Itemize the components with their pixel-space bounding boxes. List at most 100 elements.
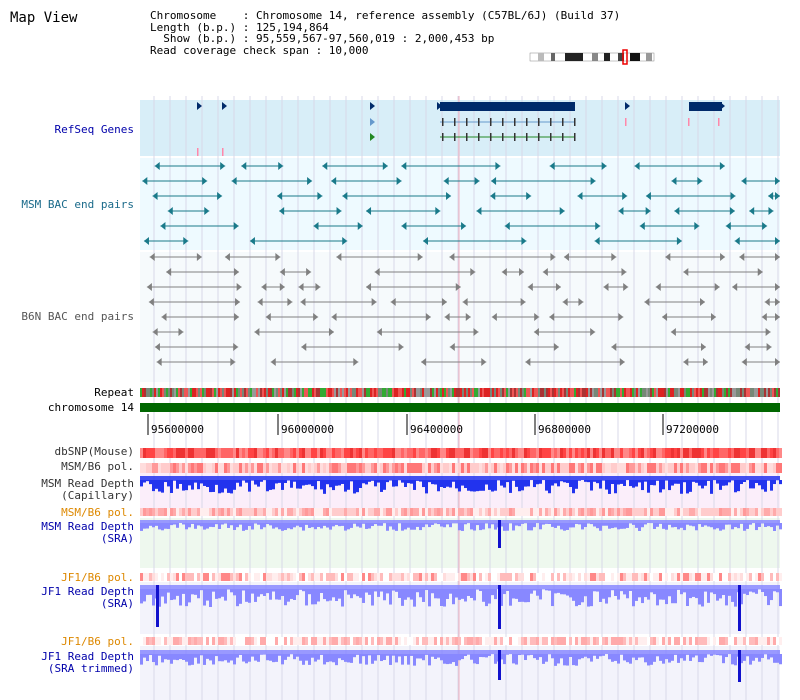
snp-density [191, 508, 194, 516]
snp-density [221, 448, 224, 458]
snp-density [329, 637, 332, 645]
repeat-bar [758, 388, 760, 397]
read-depth-bar [188, 589, 191, 603]
snp-density [395, 463, 398, 473]
msm-bac-pair-end [768, 192, 774, 200]
b6n-bac-pair-end [619, 358, 625, 366]
snp-density [347, 573, 350, 581]
repeat-bar [582, 388, 584, 397]
snp-density [542, 448, 545, 458]
read-depth-bar [296, 589, 299, 596]
snp-density [527, 637, 530, 645]
repeat-bar [184, 388, 186, 397]
msm-bac-pair-end [491, 177, 497, 185]
snp-density [185, 573, 188, 581]
repeat-bar [280, 388, 282, 397]
read-depth-bar [422, 654, 425, 661]
repeat-bar [226, 388, 228, 397]
snp-density [572, 463, 575, 473]
read-depth-bar [551, 589, 554, 607]
length-line: Length (b.p.) : 125,194,864 [150, 20, 329, 34]
snp-density [602, 508, 605, 516]
repeat-bar [690, 388, 692, 397]
read-depth-bar [425, 654, 428, 655]
read-depth-bar [287, 589, 290, 602]
read-depth-bar [512, 589, 515, 599]
refseq-label[interactable]: RefSeq Genes [54, 123, 134, 136]
read-depth-bar [224, 654, 227, 661]
jf1-pol-label[interactable]: JF1/B6 pol. [61, 571, 134, 584]
snp-density [527, 508, 530, 516]
snp-density [755, 637, 758, 645]
read-depth-bar [707, 589, 710, 603]
read-depth-bar [710, 589, 713, 593]
snp-density [503, 463, 506, 473]
read-depth-bar [686, 589, 689, 607]
jf1-pol2-label[interactable]: JF1/B6 pol. [61, 635, 134, 648]
read-depth-bar [668, 654, 671, 663]
snp-density [719, 508, 722, 516]
read-depth-bar [299, 589, 302, 590]
read-depth-bar [665, 523, 668, 530]
snp-density [371, 637, 374, 645]
repeat-bar [452, 388, 454, 397]
snp-density [191, 448, 194, 458]
snp-density [479, 637, 482, 645]
msm-pol2-label[interactable]: MSM/B6 pol. [61, 506, 134, 519]
read-depth-bar [644, 480, 647, 482]
read-depth-bar [389, 589, 392, 605]
read-depth-bar [365, 480, 368, 485]
read-depth-bar [140, 589, 143, 604]
snp-density [305, 508, 308, 516]
snp-density [551, 573, 554, 581]
msm-bac-pair-end [476, 207, 482, 215]
read-depth-bar [338, 523, 341, 527]
snp-density [728, 637, 731, 645]
snp-density [677, 573, 680, 581]
snp-density [314, 573, 317, 581]
repeat-bar [284, 388, 286, 397]
read-depth-bar [575, 523, 578, 524]
snp-density [482, 637, 485, 645]
repeat-bar [688, 388, 690, 397]
snp-density [611, 508, 614, 516]
dbsnp-label[interactable]: dbSNP(Mouse) [54, 445, 134, 458]
msm-bac-pair-end [768, 207, 774, 215]
msm-depth-sra-label[interactable]: MSM Read Depth (SRA) [41, 520, 134, 545]
repeat-bar [198, 388, 200, 397]
snp-density [770, 637, 773, 645]
snp-density [407, 463, 410, 473]
snp-density [344, 573, 347, 581]
read-depth-bar [653, 523, 656, 529]
repeat-bar [168, 388, 170, 397]
read-depth-bar [236, 589, 239, 607]
read-depth-bar [470, 654, 473, 660]
jf1-depth-trim-label[interactable]: JF1 Read Depth (SRA trimmed) [41, 650, 134, 675]
repeat-bar [702, 388, 704, 397]
read-depth-bar [545, 654, 548, 662]
read-depth-bar [347, 480, 350, 490]
msm-bac-label[interactable]: MSM BAC end pairs [21, 198, 134, 211]
repeat-bar [268, 388, 270, 397]
snp-density [395, 448, 398, 458]
read-depth-bar [647, 654, 650, 666]
msm-depth-capillary-label[interactable]: MSM Read Depth (Capillary) [41, 477, 134, 502]
read-depth-bar [431, 589, 434, 594]
read-depth-bar [260, 480, 263, 482]
read-depth-bar [386, 480, 389, 483]
b6n-bac-pair-end [655, 283, 661, 291]
repeat-bar [578, 388, 580, 397]
repeat-bar [586, 388, 588, 397]
b6n-bac-label[interactable]: B6N BAC end pairs [21, 310, 134, 323]
repeat-bar [746, 388, 748, 397]
snp-density [365, 448, 368, 458]
msm-pol-label[interactable]: MSM/B6 pol. [61, 460, 134, 473]
snp-density [359, 463, 362, 473]
snp-density [263, 508, 266, 516]
snp-density [161, 508, 164, 516]
repeat-bar [570, 388, 572, 397]
read-depth-bar [260, 654, 263, 655]
jf1-depth-sra-label[interactable]: JF1 Read Depth (SRA) [41, 585, 134, 610]
snp-density [383, 448, 386, 458]
